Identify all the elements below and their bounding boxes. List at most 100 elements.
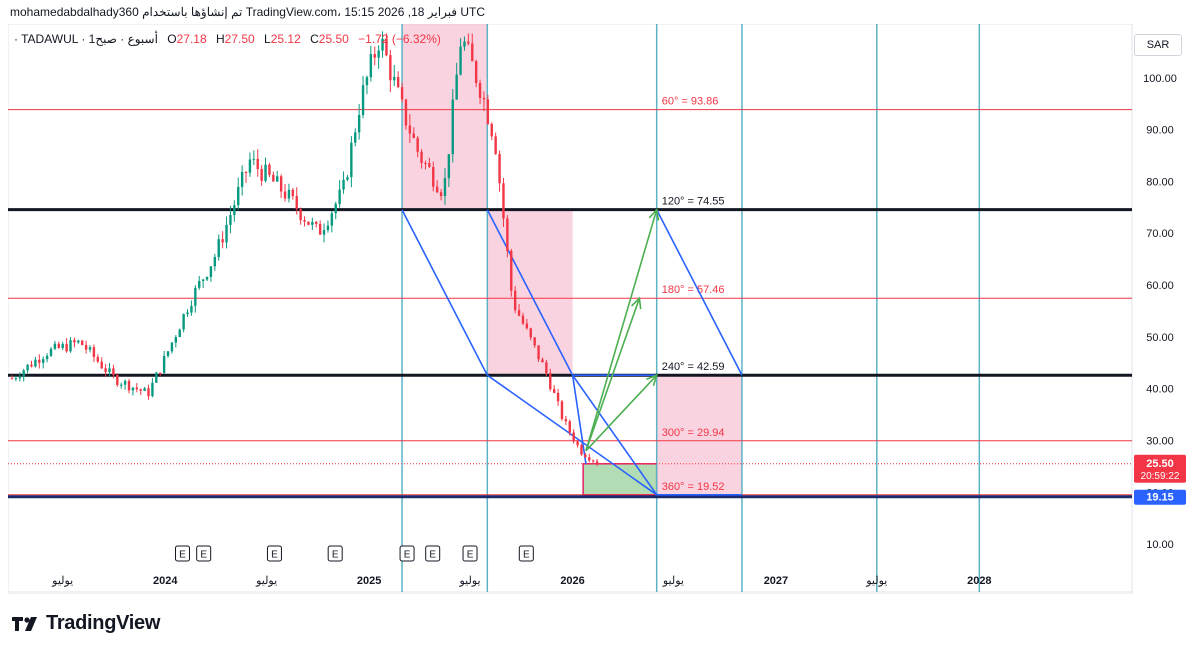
candle-body xyxy=(318,223,322,235)
candle-body xyxy=(330,213,334,226)
candle-body xyxy=(435,186,439,193)
candle-body xyxy=(463,41,466,47)
candle-body xyxy=(81,340,84,346)
candle-body xyxy=(400,87,404,100)
candle-body xyxy=(287,189,291,199)
candle-body xyxy=(291,189,295,197)
earnings-marker-label: E xyxy=(332,550,339,561)
x-tick-label: يوليو xyxy=(255,575,277,587)
candle-body xyxy=(412,133,415,138)
candle-body xyxy=(295,196,298,210)
candle-body xyxy=(439,192,443,197)
x-tick-label: يوليو xyxy=(458,575,480,587)
currency-button[interactable]: SAR xyxy=(1134,34,1182,56)
high-value: 27.50 xyxy=(224,32,255,46)
price-chart[interactable]: 60° = 93.86 120° = 74.55 180° = 57.46 240° … xyxy=(8,24,1188,594)
candle-body xyxy=(26,364,29,371)
gann-level-label: 120° = 74.55 xyxy=(662,196,725,208)
candle-body xyxy=(42,359,45,363)
candle-body xyxy=(18,377,22,379)
tradingview-logo[interactable]: TradingView xyxy=(12,612,160,635)
open-value: 27.18 xyxy=(176,32,207,46)
candle-body xyxy=(221,239,224,243)
candle-body xyxy=(521,315,525,324)
candle-body xyxy=(510,251,513,291)
ohlc-legend: · TADAWUL · 1أسبوع · صبح O27.18 H27.50 L… xyxy=(14,32,441,46)
candle-body xyxy=(377,50,380,58)
candle-body xyxy=(73,340,76,343)
last-price-countdown: 20:59:22 xyxy=(1141,471,1180,482)
candle-body xyxy=(369,54,373,78)
target-arrow xyxy=(585,297,641,452)
candle-body xyxy=(498,153,501,184)
candle-body xyxy=(502,183,505,219)
candle-body xyxy=(385,38,388,56)
candle-body xyxy=(123,380,127,385)
y-tick-label: 50.00 xyxy=(1146,332,1174,344)
candle-body xyxy=(303,220,306,222)
gann-level-label: 240° = 42.59 xyxy=(662,361,725,373)
candle-body xyxy=(77,340,80,343)
candle-body xyxy=(396,77,400,88)
candle-body xyxy=(506,218,509,252)
y-tick-label: 90.00 xyxy=(1146,125,1174,137)
candle-body xyxy=(260,169,263,181)
earnings-marker xyxy=(425,545,441,562)
candle-body xyxy=(311,221,314,225)
earnings-marker-label: E xyxy=(200,550,207,561)
candle-body xyxy=(474,61,478,83)
earnings-marker xyxy=(266,545,282,562)
candle-body xyxy=(233,205,236,216)
candle-body xyxy=(10,378,14,380)
candle-body xyxy=(116,375,119,385)
target-arrowhead xyxy=(648,207,660,221)
earnings-marker xyxy=(518,545,534,562)
earnings-marker-label: E xyxy=(179,550,186,561)
candle-body xyxy=(560,401,564,420)
gann-level-label: 360° = 19.52 xyxy=(662,481,725,493)
symbol-prefix: · TADAWUL · 1أسبوع · صبح xyxy=(14,32,158,46)
candle-body xyxy=(490,123,493,137)
candle-body xyxy=(322,230,326,235)
x-tick-label: 2026 xyxy=(560,575,584,587)
candle-body xyxy=(315,221,318,224)
candle-body xyxy=(256,158,259,170)
candle-body xyxy=(338,189,341,204)
candle-body xyxy=(564,419,568,422)
candle-body xyxy=(264,164,267,181)
candle-body xyxy=(194,287,197,306)
candle-body xyxy=(572,432,575,442)
candle-body xyxy=(108,368,111,372)
close-label: C xyxy=(310,32,319,46)
x-tick-label: 2028 xyxy=(967,575,991,587)
candle-body xyxy=(549,373,552,390)
candle-body xyxy=(139,389,142,391)
earnings-marker-label: E xyxy=(271,550,278,561)
candle-body xyxy=(198,280,201,288)
candle-body xyxy=(416,137,419,152)
candle-body xyxy=(373,54,376,58)
candle-body xyxy=(69,340,72,352)
candle-body xyxy=(248,159,252,173)
candle-body xyxy=(513,290,517,311)
gann-level-label: 180° = 57.46 xyxy=(662,284,725,296)
x-tick-label: يوليو xyxy=(51,575,73,587)
candle-body xyxy=(381,38,384,51)
candle-body xyxy=(49,348,53,356)
candle-body xyxy=(357,114,361,133)
candle-body xyxy=(53,343,57,349)
candle-body xyxy=(459,46,462,75)
candle-body xyxy=(556,392,560,402)
candle-body xyxy=(244,171,248,173)
candle-body xyxy=(428,163,431,167)
low-label: L xyxy=(264,32,271,46)
candle-body xyxy=(299,209,302,221)
chart-area[interactable]: 60° = 93.86 120° = 74.55 180° = 57.46 240° … xyxy=(8,24,1188,594)
earnings-marker-label: E xyxy=(429,550,436,561)
candle-body xyxy=(307,221,310,225)
earnings-marker xyxy=(196,545,212,562)
close-value: 25.50 xyxy=(318,32,349,46)
candle-body xyxy=(127,380,131,391)
candle-body xyxy=(346,177,349,180)
candle-body xyxy=(478,82,482,98)
